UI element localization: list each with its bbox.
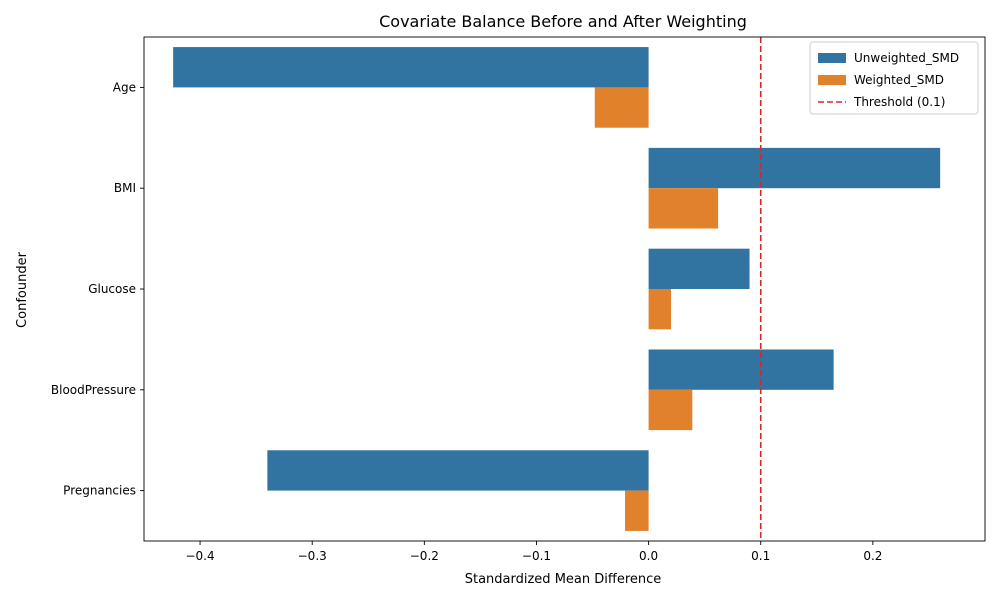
legend-swatch-unweighted-smd — [818, 53, 846, 63]
bar-unweighted-smd-bloodpressure — [648, 349, 834, 390]
y-tick-label: Pregnancies — [63, 484, 136, 498]
x-tick-label: 0.0 — [639, 549, 658, 563]
bar-weighted-smd-bmi — [648, 188, 719, 229]
y-axis-label: Confounder — [15, 251, 30, 328]
x-tick-label: −0.2 — [410, 549, 439, 563]
x-axis-label: Standardized Mean Difference — [465, 572, 662, 587]
bar-unweighted-smd-glucose — [648, 248, 750, 289]
bar-weighted-smd-bloodpressure — [648, 389, 693, 431]
legend-label-threshold-0-1: Threshold (0.1) — [853, 95, 945, 109]
y-tick-label: BMI — [114, 181, 136, 195]
y-tick-label: BloodPressure — [51, 383, 136, 397]
x-tick-label: −0.1 — [522, 549, 551, 563]
x-tick-label: 0.2 — [863, 549, 882, 563]
legend-label-unweighted-smd: Unweighted_SMD — [854, 51, 959, 65]
bar-unweighted-smd-pregnancies — [267, 450, 649, 491]
legend-box — [809, 41, 979, 115]
chart-title: Covariate Balance Before and After Weigh… — [379, 12, 747, 31]
x-tick-label: −0.3 — [298, 549, 327, 563]
legend: Unweighted_SMD Weighted_SMD Threshold (0.1… — [809, 41, 979, 115]
bar-weighted-smd-age — [594, 87, 649, 128]
y-tick-label: Age — [113, 80, 136, 94]
bars-layer — [173, 47, 941, 531]
bar-weighted-smd-pregnancies — [625, 490, 649, 531]
axes-layer: −0.4 −0.3 −0.2 −0.1 0.0 0.1 0.2 Age BMI Glucose Bl… — [51, 36, 986, 563]
legend-label-weighted-smd: Weighted_SMD — [854, 73, 944, 87]
x-tick-label: 0.1 — [751, 549, 770, 563]
y-tick-label: Glucose — [88, 282, 136, 296]
bar-unweighted-smd-age — [173, 47, 649, 88]
bar-weighted-smd-glucose — [648, 289, 672, 330]
x-tick-label: −0.4 — [185, 549, 214, 563]
bar-unweighted-smd-bmi — [648, 147, 941, 189]
legend-swatch-weighted-smd — [818, 75, 846, 85]
